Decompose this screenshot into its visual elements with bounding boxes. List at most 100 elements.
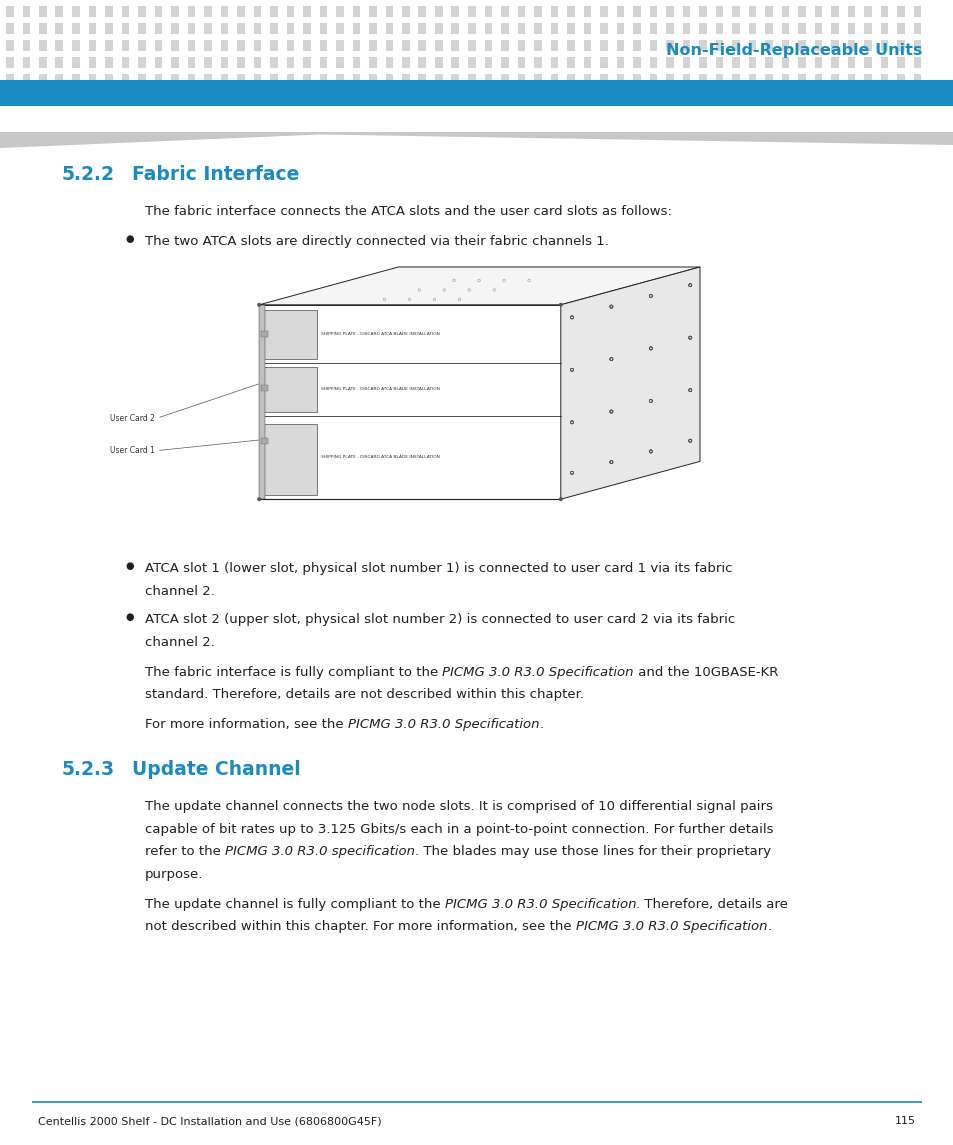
Text: User Card 2: User Card 2 (110, 413, 154, 423)
FancyBboxPatch shape (303, 57, 310, 68)
FancyBboxPatch shape (846, 40, 854, 52)
FancyBboxPatch shape (830, 24, 838, 34)
FancyBboxPatch shape (534, 74, 541, 85)
FancyBboxPatch shape (665, 24, 673, 34)
FancyBboxPatch shape (846, 24, 854, 34)
FancyBboxPatch shape (550, 40, 558, 52)
FancyBboxPatch shape (863, 7, 871, 17)
FancyBboxPatch shape (484, 7, 492, 17)
FancyBboxPatch shape (599, 57, 607, 68)
FancyBboxPatch shape (451, 57, 458, 68)
FancyBboxPatch shape (715, 57, 722, 68)
Text: Non-Field-Replaceable Units: Non-Field-Replaceable Units (665, 42, 921, 57)
FancyBboxPatch shape (599, 7, 607, 17)
Polygon shape (560, 267, 700, 499)
FancyBboxPatch shape (418, 74, 426, 85)
FancyBboxPatch shape (764, 74, 772, 85)
FancyBboxPatch shape (633, 24, 639, 34)
FancyBboxPatch shape (385, 7, 393, 17)
FancyBboxPatch shape (681, 74, 689, 85)
Bar (260, 386, 268, 392)
FancyBboxPatch shape (616, 40, 623, 52)
FancyBboxPatch shape (204, 24, 212, 34)
FancyBboxPatch shape (352, 24, 359, 34)
FancyBboxPatch shape (846, 7, 854, 17)
Text: Centellis 2000 Shelf - DC Installation and Use (6806800G45F): Centellis 2000 Shelf - DC Installation a… (38, 1116, 381, 1126)
FancyBboxPatch shape (71, 7, 79, 17)
FancyBboxPatch shape (500, 40, 508, 52)
FancyBboxPatch shape (797, 40, 804, 52)
FancyBboxPatch shape (352, 40, 359, 52)
FancyBboxPatch shape (435, 57, 442, 68)
FancyBboxPatch shape (781, 24, 788, 34)
FancyBboxPatch shape (913, 74, 920, 85)
FancyBboxPatch shape (699, 74, 706, 85)
Text: Fabric Interface: Fabric Interface (132, 165, 299, 184)
Text: PICMG 3.0 R3.0 Specification: PICMG 3.0 R3.0 Specification (576, 919, 766, 933)
FancyBboxPatch shape (566, 74, 574, 85)
FancyBboxPatch shape (633, 74, 639, 85)
FancyBboxPatch shape (846, 57, 854, 68)
FancyBboxPatch shape (681, 40, 689, 52)
FancyBboxPatch shape (121, 57, 129, 68)
FancyBboxPatch shape (319, 7, 327, 17)
FancyBboxPatch shape (896, 7, 903, 17)
FancyBboxPatch shape (500, 74, 508, 85)
Circle shape (558, 497, 562, 502)
FancyBboxPatch shape (863, 40, 871, 52)
Text: PICMG 3.0 R3.0 Specification: PICMG 3.0 R3.0 Specification (348, 718, 538, 731)
FancyBboxPatch shape (913, 7, 920, 17)
FancyBboxPatch shape (171, 24, 178, 34)
Text: User Card 1: User Card 1 (110, 447, 154, 455)
FancyBboxPatch shape (649, 74, 657, 85)
FancyBboxPatch shape (880, 40, 887, 52)
FancyBboxPatch shape (188, 74, 194, 85)
Bar (262, 309, 316, 360)
FancyBboxPatch shape (633, 7, 639, 17)
FancyBboxPatch shape (253, 57, 261, 68)
Text: For more information, see the: For more information, see the (145, 718, 348, 731)
FancyBboxPatch shape (121, 7, 129, 17)
Text: SHIPPING PLATE - DISCARD ATCA BLADE INSTALLATION: SHIPPING PLATE - DISCARD ATCA BLADE INST… (321, 456, 439, 459)
FancyBboxPatch shape (468, 40, 475, 52)
FancyBboxPatch shape (781, 40, 788, 52)
FancyBboxPatch shape (270, 57, 277, 68)
FancyBboxPatch shape (583, 24, 590, 34)
FancyBboxPatch shape (154, 57, 162, 68)
FancyBboxPatch shape (665, 40, 673, 52)
FancyBboxPatch shape (138, 74, 146, 85)
FancyBboxPatch shape (616, 7, 623, 17)
FancyBboxPatch shape (583, 74, 590, 85)
FancyBboxPatch shape (880, 7, 887, 17)
FancyBboxPatch shape (236, 57, 244, 68)
FancyBboxPatch shape (270, 74, 277, 85)
FancyBboxPatch shape (286, 40, 294, 52)
FancyBboxPatch shape (863, 74, 871, 85)
FancyBboxPatch shape (204, 74, 212, 85)
FancyBboxPatch shape (335, 40, 343, 52)
Text: channel 2.: channel 2. (145, 584, 214, 598)
FancyBboxPatch shape (418, 40, 426, 52)
FancyBboxPatch shape (534, 57, 541, 68)
FancyBboxPatch shape (154, 24, 162, 34)
FancyBboxPatch shape (665, 7, 673, 17)
FancyBboxPatch shape (385, 40, 393, 52)
FancyBboxPatch shape (896, 24, 903, 34)
FancyBboxPatch shape (418, 24, 426, 34)
FancyBboxPatch shape (55, 24, 63, 34)
FancyBboxPatch shape (566, 24, 574, 34)
FancyBboxPatch shape (566, 40, 574, 52)
FancyBboxPatch shape (6, 57, 13, 68)
FancyBboxPatch shape (401, 7, 409, 17)
FancyBboxPatch shape (550, 24, 558, 34)
FancyBboxPatch shape (385, 24, 393, 34)
FancyBboxPatch shape (484, 74, 492, 85)
FancyBboxPatch shape (451, 24, 458, 34)
Circle shape (558, 302, 562, 307)
Text: ATCA slot 1 (lower slot, physical slot number 1) is connected to user card 1 via: ATCA slot 1 (lower slot, physical slot n… (145, 562, 732, 575)
FancyBboxPatch shape (797, 57, 804, 68)
FancyBboxPatch shape (500, 57, 508, 68)
FancyBboxPatch shape (220, 74, 228, 85)
FancyBboxPatch shape (435, 7, 442, 17)
FancyBboxPatch shape (105, 74, 112, 85)
